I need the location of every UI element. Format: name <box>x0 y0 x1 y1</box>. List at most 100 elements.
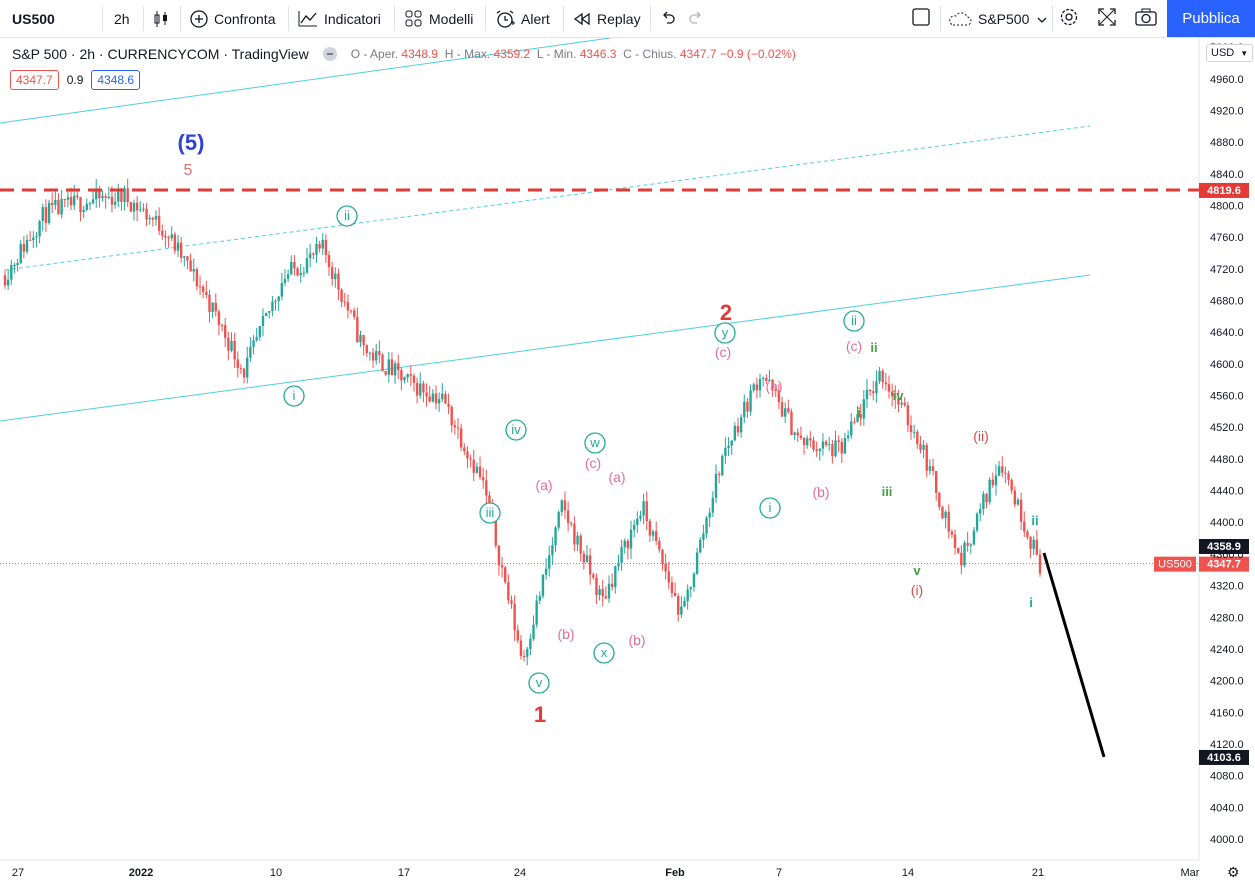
wave-label[interactable]: iii <box>486 505 495 520</box>
currency-selector[interactable]: USD ▼ <box>1206 44 1254 62</box>
candle-body <box>881 370 884 383</box>
wave-label[interactable]: w <box>589 435 600 450</box>
wave-label[interactable]: (ii) <box>973 428 989 444</box>
candle-body <box>623 540 626 548</box>
price-tick-label: 4920.0 <box>1210 105 1244 117</box>
candle-body <box>79 197 82 213</box>
price-tick-label: 4560.0 <box>1210 391 1244 403</box>
projection-line[interactable] <box>1042 552 1106 758</box>
wave-label[interactable]: y <box>722 325 729 340</box>
candle-body <box>997 466 1001 476</box>
candle-body <box>636 518 639 525</box>
ask-badge[interactable]: 4348.6 <box>91 70 141 90</box>
wave-circle <box>843 310 865 332</box>
wave-label[interactable]: 1 <box>534 702 546 727</box>
fullscreen-button[interactable] <box>1098 0 1116 37</box>
collapse-legend-icon[interactable] <box>322 47 337 61</box>
symbol-search[interactable]: US500 <box>12 10 55 27</box>
wave-label[interactable]: v <box>536 675 543 690</box>
snapshot-button[interactable] <box>1135 0 1157 37</box>
candle-body <box>585 555 589 563</box>
channel-upper-line[interactable] <box>0 37 611 124</box>
bid-badge[interactable]: 4347.7 <box>10 70 59 90</box>
candle-body <box>651 531 655 536</box>
wave-label[interactable]: i <box>1029 595 1033 610</box>
chart-type-button[interactable] <box>153 0 175 37</box>
wave-label[interactable]: v <box>913 563 921 578</box>
wave-label[interactable]: 5 <box>184 162 193 179</box>
wave-label[interactable]: x <box>601 645 608 660</box>
candle-body <box>459 428 463 448</box>
wave-label[interactable]: ii <box>851 313 857 328</box>
indicators-button[interactable]: Indicatori <box>298 0 381 37</box>
candle-body <box>717 473 721 476</box>
candle-body <box>510 600 513 604</box>
cloud-save-button[interactable]: S&P500 <box>948 0 1047 37</box>
candle-body <box>850 421 853 436</box>
price-tick-label: 4640.0 <box>1210 327 1244 339</box>
wave-label[interactable]: (a) <box>535 477 552 493</box>
time-axis[interactable]: 27 2022 10 17 24 Feb 7 14 21 Mar ⚙ <box>12 864 1240 880</box>
wave-label[interactable]: (c) <box>715 344 731 360</box>
wave-label[interactable]: (b) <box>812 484 829 500</box>
candle-body <box>824 441 828 446</box>
candle-body <box>626 540 630 549</box>
candle-body <box>73 195 76 206</box>
candle-body <box>242 368 246 378</box>
wave-label[interactable]: (i) <box>911 582 923 598</box>
candle-body <box>384 371 387 375</box>
candle-body <box>944 511 947 519</box>
wave-label[interactable]: (a) <box>608 469 625 485</box>
layout-button[interactable] <box>912 0 930 37</box>
templates-button[interactable]: Modelli <box>405 0 473 37</box>
wave-label[interactable]: (b) <box>557 626 574 642</box>
undo-button[interactable] <box>660 0 676 37</box>
candle-body <box>173 234 177 251</box>
candle-body <box>469 458 472 460</box>
gear-icon[interactable]: ⚙ <box>1227 864 1240 880</box>
wave-label[interactable]: iv <box>511 422 521 437</box>
wave-label[interactable]: ii <box>1031 513 1038 528</box>
compare-button[interactable]: Confronta <box>190 0 275 37</box>
candle-body <box>853 421 856 423</box>
candle-body <box>425 392 428 397</box>
current-price-label-bg <box>1199 556 1249 572</box>
channel-mid-dashed-line[interactable] <box>4 125 1091 271</box>
price-tick-label: 4440.0 <box>1210 486 1244 498</box>
candle-body <box>799 435 803 438</box>
time-tick-label: 17 <box>398 867 410 879</box>
wave-label[interactable]: 2 <box>720 300 732 325</box>
wave-label[interactable]: ii <box>870 340 877 355</box>
wave-label[interactable]: (c) <box>846 338 862 354</box>
candle-body <box>82 209 85 213</box>
publish-button[interactable]: Pubblica <box>1167 0 1255 37</box>
alert-button[interactable]: Alert <box>495 0 550 37</box>
time-tick-label: 27 <box>12 867 24 879</box>
candle-body <box>261 316 265 326</box>
interval-button[interactable]: 2h <box>114 10 130 27</box>
wave-label[interactable]: (c) <box>585 455 601 471</box>
wave-label[interactable]: i <box>857 405 861 420</box>
candle-body <box>768 379 771 382</box>
replay-button[interactable]: Replay <box>573 0 641 37</box>
candle-body <box>352 310 356 317</box>
candle-body <box>434 393 438 404</box>
wave-label[interactable]: iv <box>893 388 905 403</box>
candle-body <box>208 295 211 312</box>
candle-body <box>532 624 535 639</box>
wave-label[interactable]: (a) <box>765 378 782 394</box>
wave-circle <box>584 432 606 454</box>
price-axis[interactable]: 5000.04960.04920.04880.04840.04800.04760… <box>1210 42 1244 846</box>
wave-label[interactable]: ii <box>344 208 350 223</box>
candle-body <box>868 389 872 392</box>
channel-lower-line[interactable] <box>0 274 1091 422</box>
redo-button[interactable] <box>688 0 704 37</box>
wave-label[interactable]: i <box>293 388 296 403</box>
settings-button[interactable] <box>1059 0 1079 37</box>
candle-body <box>884 382 888 385</box>
wave-label[interactable]: (5) <box>178 130 205 155</box>
wave-label[interactable]: i <box>769 500 772 515</box>
wave-label[interactable]: (b) <box>628 632 645 648</box>
wave-label[interactable]: iii <box>882 484 893 499</box>
